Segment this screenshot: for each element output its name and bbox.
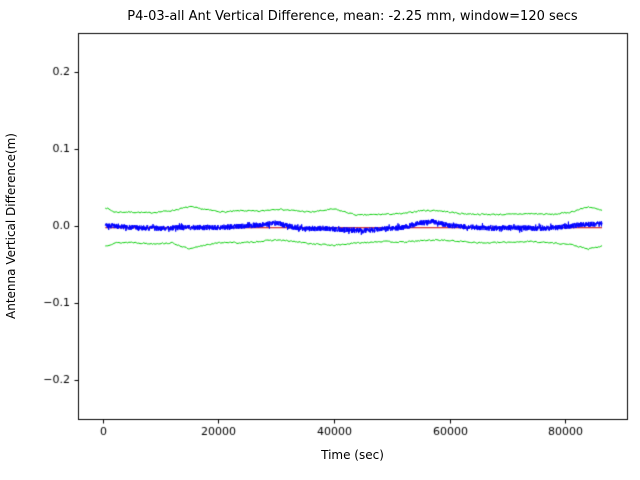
chart-title: P4-03-all Ant Vertical Difference, mean:…	[127, 9, 578, 24]
y-axis-label: Antenna Vertical Difference(m)	[4, 133, 18, 319]
x-axis-label: Time (sec)	[321, 448, 384, 462]
